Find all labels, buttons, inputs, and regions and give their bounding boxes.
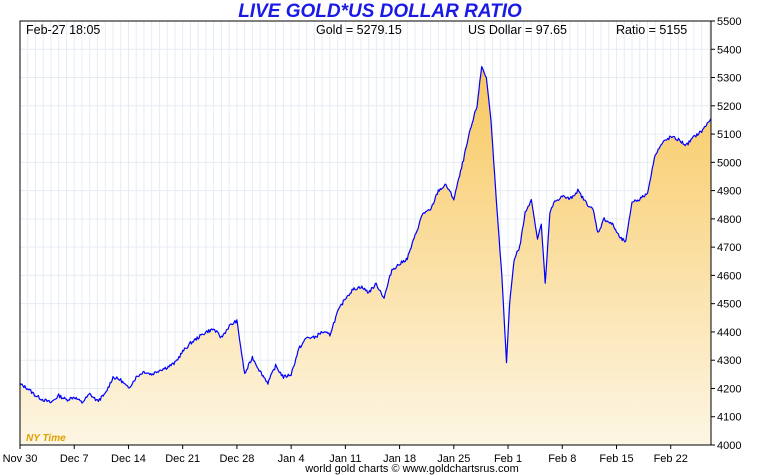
x-tick-label: Dec 21 xyxy=(165,453,200,465)
y-tick-label: 5500 xyxy=(717,16,741,28)
chart-title: LIVE GOLD*US DOLLAR RATIO xyxy=(238,1,522,22)
y-tick-label: 4300 xyxy=(717,355,741,367)
x-axis-ticks: Nov 30 Dec 7 Dec 14 Dec 21 Dec 28 Jan 4 Jan 11… xyxy=(3,445,688,465)
y-tick-label: 5400 xyxy=(717,44,741,56)
y-axis-ticks: 4000 4100 4200 4300 4400 4500 4600 4700 4800 4900… xyxy=(711,16,741,452)
x-tick-label: Feb 8 xyxy=(548,453,576,465)
y-tick-label: 4200 xyxy=(717,383,741,395)
y-tick-label: 4100 xyxy=(717,412,741,424)
header-ratio: Ratio = 5155 xyxy=(616,23,687,37)
x-tick-label: Feb 15 xyxy=(599,453,633,465)
x-tick-label: Nov 30 xyxy=(3,453,38,465)
y-tick-label: 4700 xyxy=(717,242,741,254)
header-gold-price: Gold = 5279.15 xyxy=(316,23,402,37)
header-datetime: Feb-27 18:05 xyxy=(26,23,100,37)
y-tick-label: 5000 xyxy=(717,157,741,169)
x-tick-label: Feb 1 xyxy=(494,453,522,465)
ratio-series-line xyxy=(20,66,711,404)
y-tick-label: 4900 xyxy=(717,186,741,198)
x-tick-label: Dec 28 xyxy=(219,453,254,465)
y-tick-label: 5300 xyxy=(717,73,741,85)
x-tick-label: Jan 4 xyxy=(278,453,305,465)
x-tick-label: Jan 18 xyxy=(383,453,416,465)
y-tick-label: 4000 xyxy=(717,440,741,452)
x-tick-label: Jan 25 xyxy=(437,453,470,465)
x-tick-label: Jan 11 xyxy=(329,453,361,465)
time-zone-label: NY Time xyxy=(26,433,66,444)
x-tick-label: Dec 14 xyxy=(111,453,146,465)
header-usd-index: US Dollar = 97.65 xyxy=(468,23,567,37)
x-tick-label: Feb 22 xyxy=(654,453,688,465)
x-tick-label: Dec 7 xyxy=(60,453,89,465)
chart-credit: world gold charts © www.goldchartsrus.co… xyxy=(304,463,519,475)
y-tick-label: 4800 xyxy=(717,214,741,226)
y-tick-label: 5100 xyxy=(717,129,741,141)
plot-border xyxy=(19,20,712,446)
y-tick-label: 4600 xyxy=(717,270,741,282)
y-tick-label: 4400 xyxy=(717,327,741,339)
y-tick-label: 4500 xyxy=(717,299,741,311)
y-tick-label: 5200 xyxy=(717,101,741,113)
ratio-area-fill xyxy=(20,66,711,445)
